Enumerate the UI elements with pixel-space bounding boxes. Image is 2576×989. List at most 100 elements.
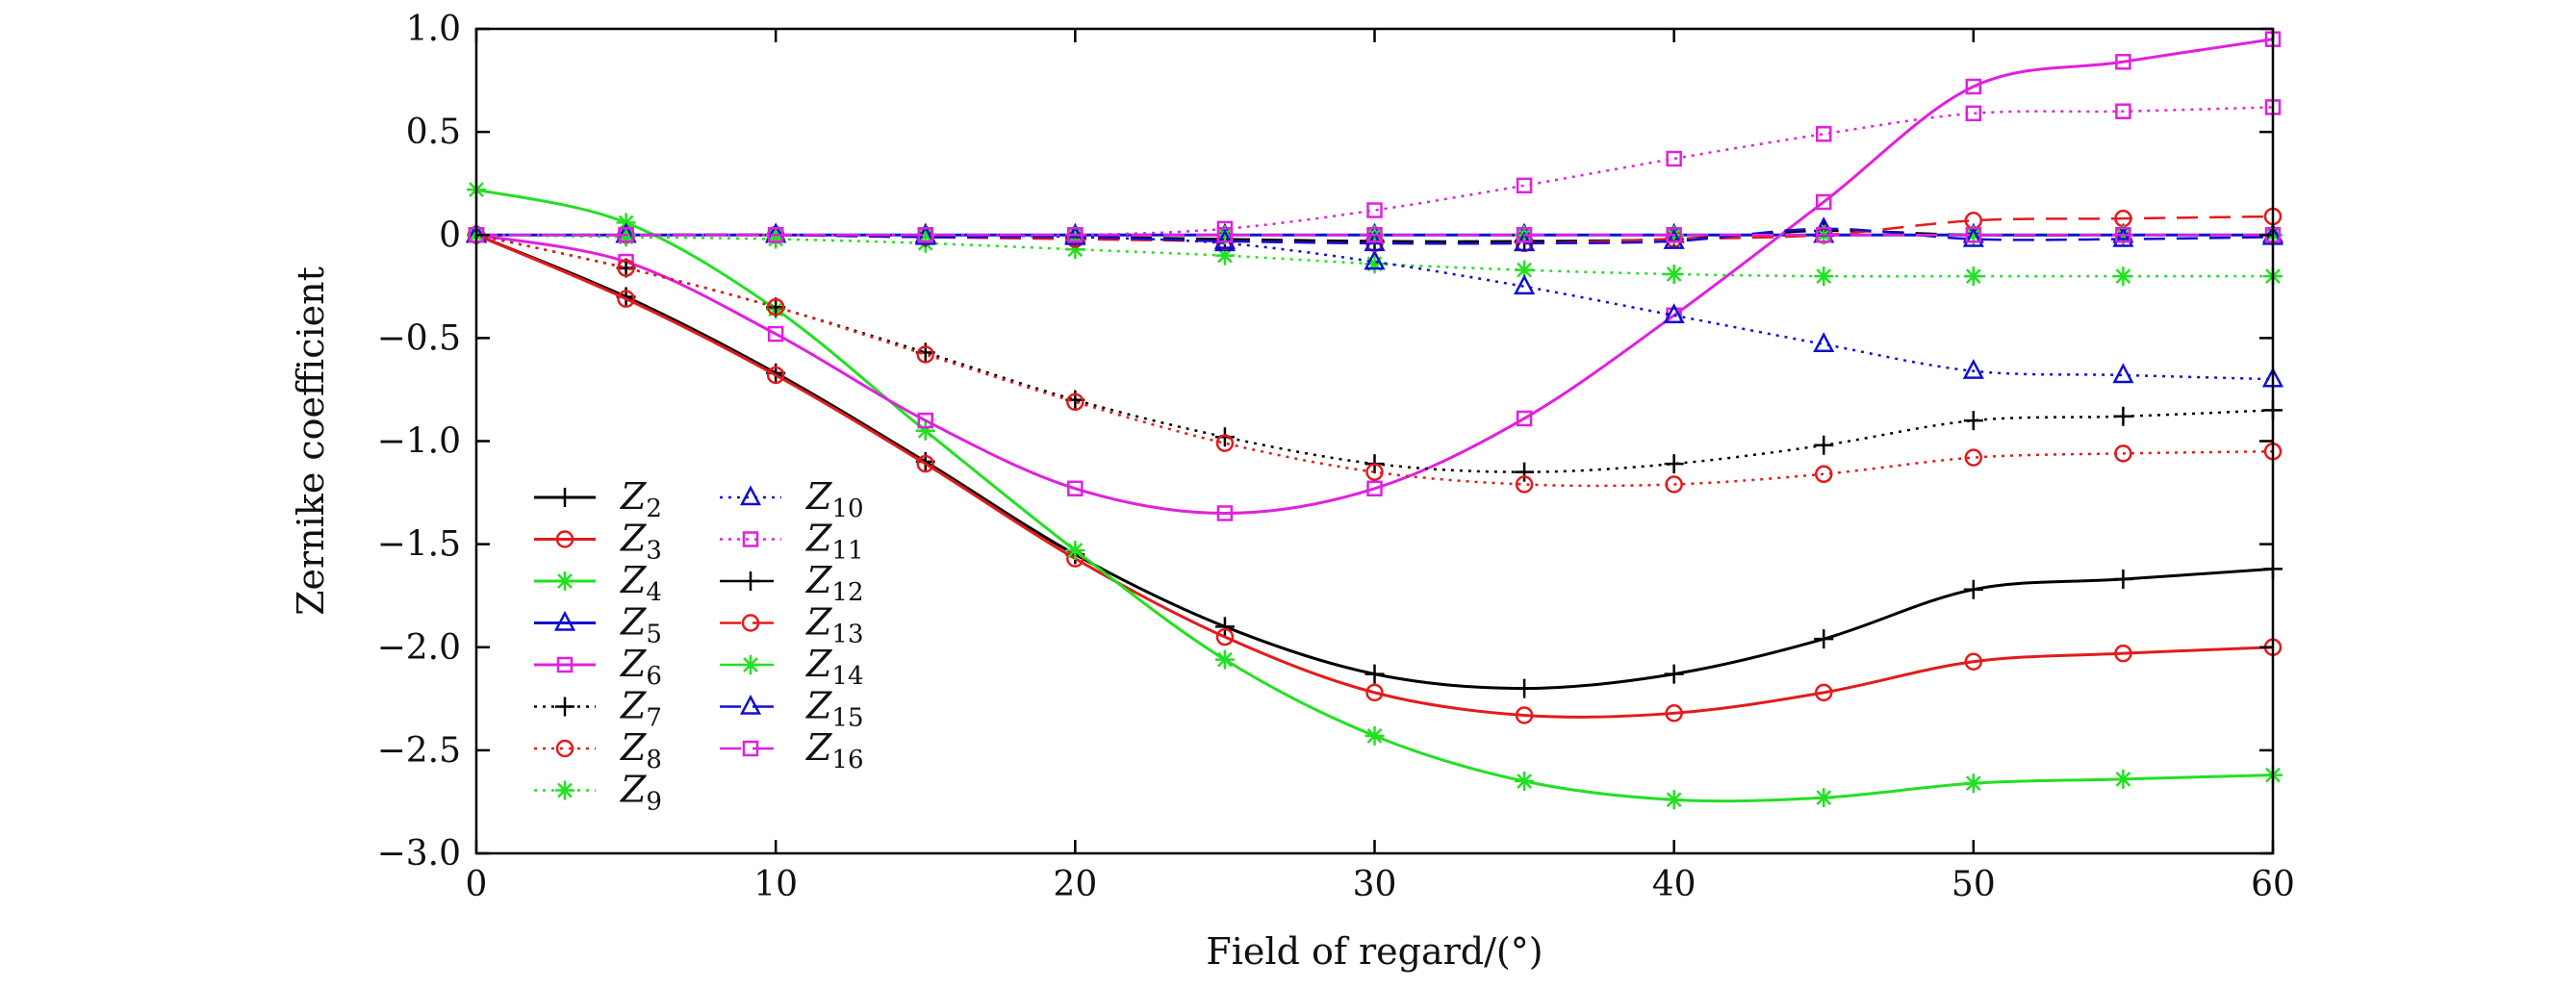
legend-entry-z10: Z10 bbox=[720, 475, 864, 523]
series-layer bbox=[465, 31, 2284, 810]
data-point-marker bbox=[741, 655, 760, 674]
legend-entry-z11: Z11 bbox=[720, 518, 864, 566]
data-point-marker bbox=[1366, 227, 1383, 243]
legend-entry-z6: Z6 bbox=[534, 643, 662, 691]
data-point-marker bbox=[1965, 78, 1982, 95]
data-point-marker bbox=[916, 345, 934, 364]
data-point-marker bbox=[1214, 649, 1235, 670]
x-tick-label: 0 bbox=[466, 865, 488, 904]
data-point-marker bbox=[1963, 579, 1983, 599]
legend-label: Z15 bbox=[805, 685, 864, 733]
data-point-marker bbox=[617, 290, 635, 308]
data-point-marker bbox=[1664, 664, 1684, 684]
legend-label: Z11 bbox=[805, 518, 864, 566]
data-point-marker bbox=[1815, 465, 1833, 484]
data-point-marker bbox=[742, 740, 759, 757]
data-point-marker bbox=[1666, 227, 1682, 243]
legend-label: Z2 bbox=[620, 475, 662, 523]
legend-label-subscript: 12 bbox=[831, 578, 863, 607]
data-point-marker bbox=[555, 697, 574, 717]
legend-label-subscript: 7 bbox=[646, 704, 662, 733]
legend-label-subscript: 9 bbox=[646, 788, 662, 817]
data-point-marker bbox=[555, 530, 574, 548]
series-z11 bbox=[468, 99, 2282, 243]
legend-label-subscript: 6 bbox=[646, 662, 662, 691]
data-point-marker bbox=[616, 213, 636, 233]
data-point-marker bbox=[1515, 462, 1535, 482]
data-point-marker bbox=[553, 610, 576, 631]
data-point-marker bbox=[1965, 227, 1982, 243]
series-z8 bbox=[467, 226, 2283, 494]
data-point-marker bbox=[556, 656, 574, 673]
y-tick-label: 1.0 bbox=[406, 10, 461, 49]
data-point-marker bbox=[1816, 193, 1832, 211]
data-point-marker bbox=[1365, 463, 1384, 481]
data-point-marker bbox=[2113, 769, 2133, 789]
data-point-marker bbox=[1516, 227, 1533, 243]
data-point-marker bbox=[767, 325, 784, 342]
data-point-marker bbox=[739, 485, 762, 506]
data-point-marker bbox=[1814, 266, 1834, 287]
x-tick-label: 20 bbox=[1053, 865, 1097, 904]
x-tick-label: 10 bbox=[753, 865, 798, 904]
data-point-marker bbox=[1962, 358, 1984, 379]
data-point-marker bbox=[1365, 725, 1385, 746]
legend-label: Z6 bbox=[620, 643, 662, 691]
data-point-marker bbox=[1365, 683, 1384, 702]
y-tick-label: −3.0 bbox=[377, 834, 461, 874]
data-point-marker bbox=[1663, 303, 1685, 324]
data-point-marker bbox=[2113, 570, 2133, 590]
data-point-marker bbox=[917, 412, 933, 429]
x-tick-label: 30 bbox=[1353, 865, 1397, 904]
data-point-marker bbox=[1215, 434, 1235, 452]
data-point-marker bbox=[1962, 226, 1984, 247]
data-point-marker bbox=[915, 420, 935, 441]
data-point-marker bbox=[1365, 254, 1385, 274]
legend-label: Z13 bbox=[805, 601, 864, 649]
legend-entry-z14: Z14 bbox=[720, 643, 864, 691]
data-point-marker bbox=[1215, 627, 1235, 647]
legend-entry-z12: Z12 bbox=[720, 559, 864, 607]
data-point-marker bbox=[618, 227, 634, 243]
data-point-marker bbox=[1214, 225, 1235, 245]
data-point-marker bbox=[917, 227, 933, 243]
data-point-marker bbox=[766, 297, 785, 317]
data-point-marker bbox=[1665, 475, 1683, 494]
data-point-marker bbox=[1813, 332, 1835, 353]
data-point-marker bbox=[1964, 652, 1983, 671]
data-point-marker bbox=[2115, 103, 2131, 119]
data-point-marker bbox=[1964, 448, 1983, 467]
data-point-marker bbox=[616, 258, 636, 278]
legend-label-subscript: 10 bbox=[831, 494, 863, 523]
data-point-marker bbox=[555, 488, 574, 507]
data-point-marker bbox=[1664, 264, 1684, 284]
data-point-marker bbox=[1216, 505, 1234, 521]
data-point-marker bbox=[915, 225, 935, 245]
legend-label-subscript: 14 bbox=[831, 662, 863, 691]
y-tick-label: −1.0 bbox=[377, 422, 461, 462]
legend-label: Z14 bbox=[805, 643, 864, 691]
data-point-marker bbox=[1665, 704, 1683, 723]
data-point-marker bbox=[742, 531, 759, 547]
data-point-marker bbox=[1516, 177, 1533, 194]
data-point-marker bbox=[1366, 480, 1383, 497]
legend-label-subscript: 8 bbox=[646, 746, 662, 774]
data-point-marker bbox=[1516, 410, 1533, 427]
data-point-marker bbox=[1965, 105, 1982, 122]
data-point-marker bbox=[916, 454, 934, 473]
data-point-marker bbox=[2114, 444, 2132, 463]
data-point-marker bbox=[1364, 249, 1386, 270]
data-point-marker bbox=[555, 571, 574, 591]
data-point-marker bbox=[1066, 393, 1084, 412]
data-point-marker bbox=[1216, 227, 1234, 243]
data-point-marker bbox=[1664, 790, 1684, 810]
data-point-marker bbox=[1814, 435, 1834, 455]
data-point-marker bbox=[1816, 227, 1832, 243]
legend-label-subscript: 13 bbox=[831, 621, 863, 649]
data-point-marker bbox=[1067, 227, 1084, 243]
data-point-marker bbox=[1963, 773, 1983, 794]
data-point-marker bbox=[2112, 363, 2134, 384]
legend-label: Z4 bbox=[620, 559, 662, 607]
